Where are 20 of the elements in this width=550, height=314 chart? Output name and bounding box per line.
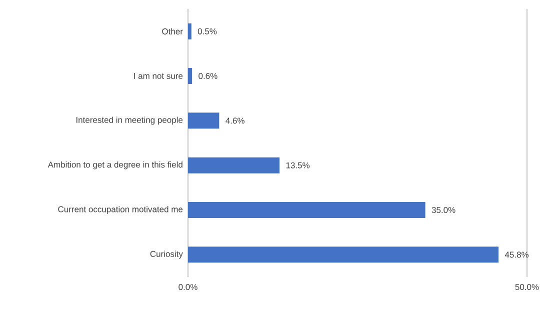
y-tick-label: Current occupation motivated me <box>58 206 183 214</box>
y-tick-label: Ambition to get a degree in this field <box>48 161 182 170</box>
bar <box>188 246 499 263</box>
data-label: 45.8% <box>504 252 529 258</box>
bar <box>188 202 426 218</box>
bar <box>188 68 192 84</box>
bar <box>188 157 280 174</box>
data-label: 0.6% <box>198 72 218 80</box>
data-label: 4.6% <box>226 118 244 124</box>
y-tick-label: Other <box>162 28 183 34</box>
x-tick-label: 50.0% <box>515 284 539 290</box>
data-label: 0.5% <box>198 28 217 34</box>
bar <box>188 23 192 40</box>
data-label: 35.0% <box>432 206 456 214</box>
x-tick-label: 0.0% <box>178 284 198 290</box>
data-label: 13.5% <box>286 162 310 168</box>
y-tick-label: I am not sure <box>134 73 183 79</box>
y-tick-label: Curiosity <box>150 250 183 259</box>
bar <box>188 112 220 129</box>
y-tick-label: Interested in meeting people <box>76 116 183 125</box>
